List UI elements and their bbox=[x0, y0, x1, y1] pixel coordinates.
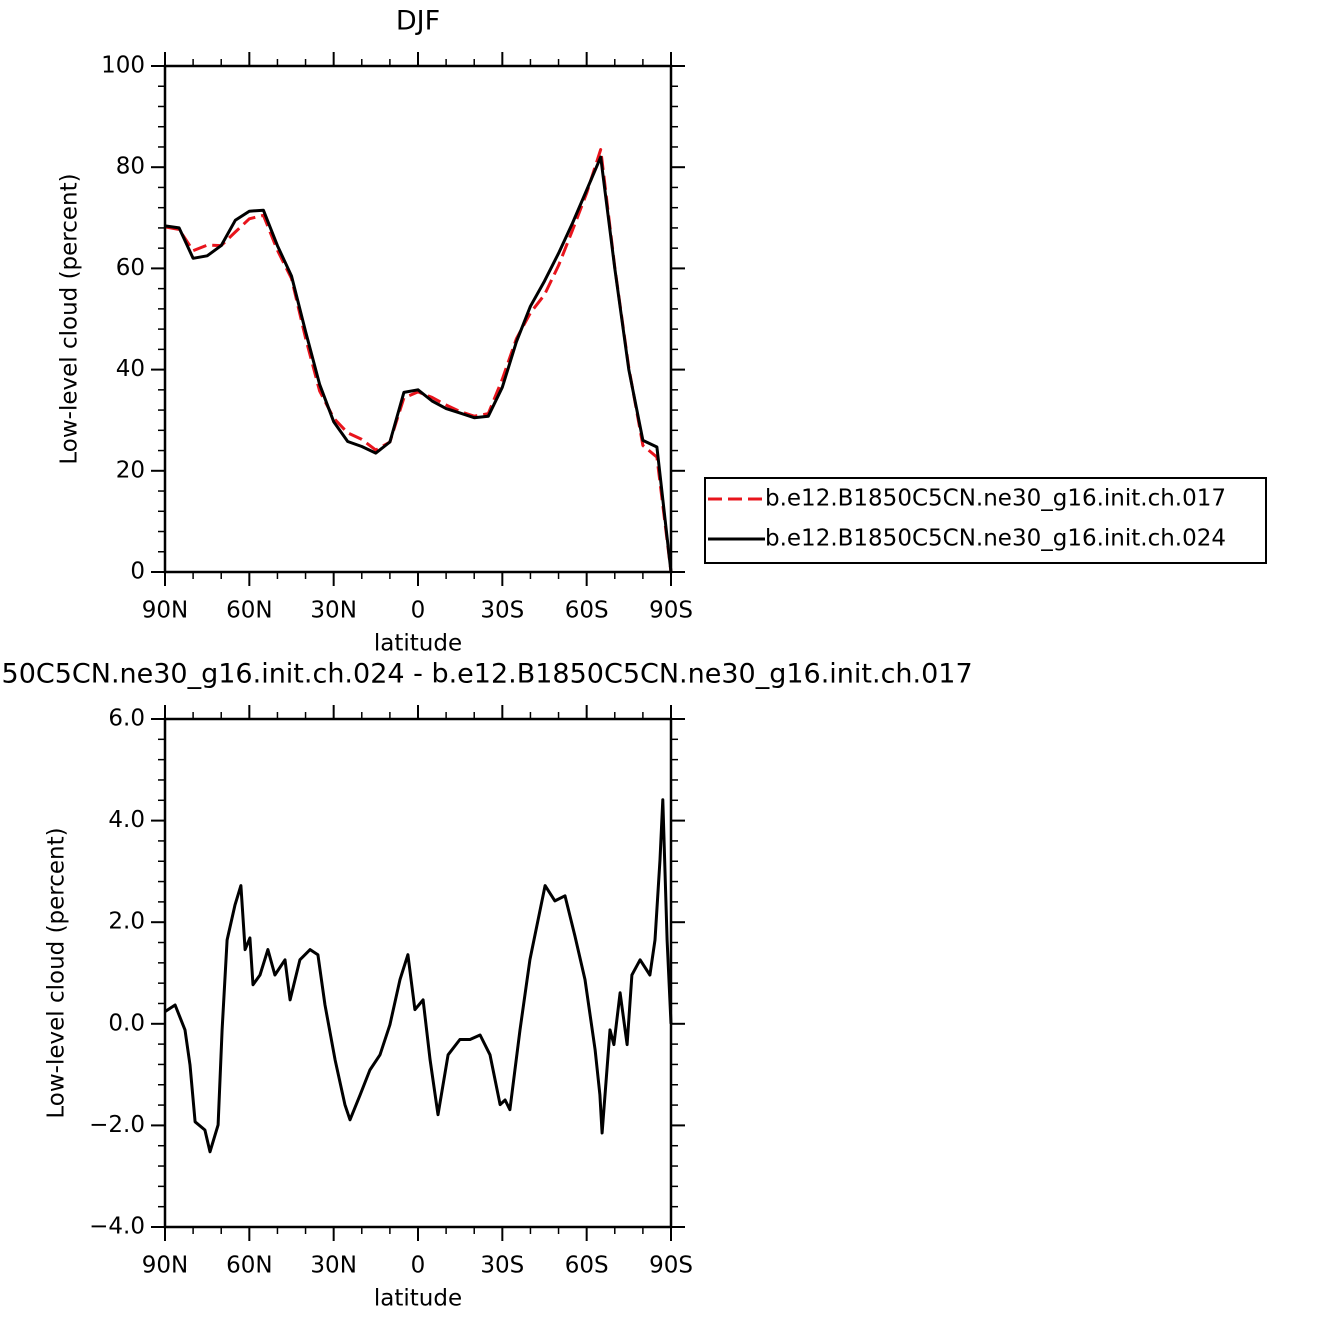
y-tick-label: 20 bbox=[116, 457, 145, 483]
y-axis-label: Low-level cloud (percent) bbox=[44, 827, 70, 1118]
y-tick-label: 100 bbox=[101, 53, 145, 79]
y-tick-label: 40 bbox=[116, 356, 145, 382]
x-tick-label: 60S bbox=[565, 1253, 609, 1279]
x-axis-label: latitude bbox=[374, 1286, 462, 1312]
x-tick-label: 30S bbox=[480, 598, 524, 624]
x-tick-label: 30N bbox=[310, 1253, 356, 1279]
plot-frame bbox=[163, 64, 673, 574]
x-tick-label: 0 bbox=[411, 598, 426, 624]
y-tick-label: 60 bbox=[116, 255, 145, 281]
x-tick-label: 90S bbox=[649, 598, 693, 624]
chart-title: DJF bbox=[396, 6, 440, 37]
x-tick-label: 60S bbox=[565, 598, 609, 624]
x-tick-label: 60N bbox=[226, 598, 272, 624]
chart-title: b.e12.B1850C5CN.ne30_g16.init.ch.024 - b… bbox=[0, 659, 973, 690]
y-tick-label: −2.0 bbox=[89, 1112, 145, 1138]
y-tick-label: 2.0 bbox=[108, 909, 145, 935]
y-tick-label: 0.0 bbox=[108, 1010, 145, 1036]
y-axis-label: Low-level cloud (percent) bbox=[57, 173, 83, 464]
x-axis-label: latitude bbox=[374, 631, 462, 657]
legend-box bbox=[704, 477, 1267, 564]
y-tick-label: 80 bbox=[116, 154, 145, 180]
data-line bbox=[164, 798, 673, 1154]
legend-label: b.e12.B1850C5CN.ne30_g16.init.ch.024 bbox=[765, 526, 1226, 552]
data-line bbox=[164, 155, 673, 573]
x-tick-label: 60N bbox=[226, 1253, 272, 1279]
y-tick-label: 4.0 bbox=[108, 807, 145, 833]
legend-label: b.e12.B1850C5CN.ne30_g16.init.ch.017 bbox=[765, 486, 1226, 512]
legend: b.e12.B1850C5CN.ne30_g16.init.ch.017 b.e1… bbox=[704, 477, 1267, 564]
x-tick-label: 90S bbox=[649, 1253, 693, 1279]
plot-frame bbox=[163, 717, 673, 1229]
x-tick-label: 30N bbox=[310, 598, 356, 624]
x-tick-label: 90N bbox=[142, 598, 188, 624]
y-tick-label: 6.0 bbox=[108, 706, 145, 732]
y-tick-label: 0 bbox=[130, 559, 145, 585]
y-tick-label: −4.0 bbox=[89, 1214, 145, 1240]
x-tick-label: 0 bbox=[411, 1253, 426, 1279]
x-tick-label: 90N bbox=[142, 1253, 188, 1279]
x-tick-label: 30S bbox=[480, 1253, 524, 1279]
